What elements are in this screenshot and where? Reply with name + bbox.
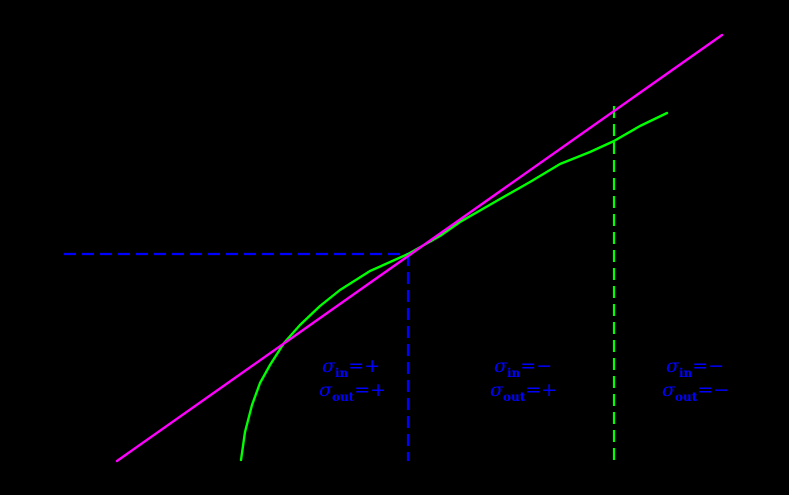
sigma-in-label: σin=− — [666, 355, 724, 380]
region-label-3: σin=− σout=− — [662, 355, 729, 404]
region-label-1: σin=+ σout=+ — [319, 355, 386, 404]
magenta-tangent-line — [115, 33, 724, 463]
green-curve — [239, 111, 669, 462]
sigma-out-label: σout=+ — [490, 379, 557, 404]
sigma-in-label: σin=− — [494, 355, 552, 380]
sigma-out-label: σout=− — [662, 379, 729, 404]
sigma-out-label: σout=+ — [319, 379, 386, 404]
sigma-in-label: σin=+ — [322, 355, 380, 380]
region-label-2: σin=− σout=+ — [490, 355, 557, 404]
